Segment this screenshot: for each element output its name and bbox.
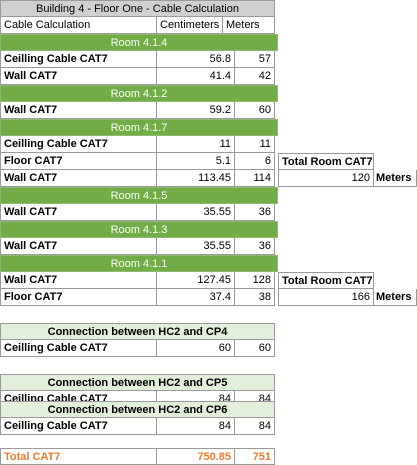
item-label: Wall CAT7	[0, 68, 157, 85]
centimeters-value: 35.55	[157, 204, 235, 221]
meters-value: 42	[235, 68, 275, 85]
meters-value: 11	[235, 136, 275, 153]
meters-value: 57	[235, 51, 275, 68]
centimeters-value: 56.8	[157, 51, 235, 68]
sheet-title: Building 4 - Floor One - Cable Calculati…	[0, 0, 275, 17]
table-row: Floor CAT7 5.1 6 Total Room CAT7	[0, 153, 417, 170]
total-room-unit: Meters	[374, 289, 417, 306]
meters-value: 128	[235, 272, 275, 289]
item-label: Wall CAT7	[0, 102, 157, 119]
item-label: Wall CAT7	[0, 170, 157, 187]
item-label: Ceilling Cable CAT7	[0, 51, 157, 68]
table-row: Ceilling Cable CAT7 11 11	[0, 136, 417, 153]
item-label: Wall CAT7	[0, 204, 157, 221]
connection-header-row: Connection between HC2 and CP6	[0, 401, 417, 418]
room-header-row: Room 4.1.1	[0, 255, 417, 272]
centimeters-value: 113.45	[157, 170, 235, 187]
meters-value: 114	[235, 170, 275, 187]
meters-value: 60	[235, 340, 275, 357]
room-header-row: Room 4.1.2	[0, 85, 417, 102]
centimeters-value: 59.2	[157, 102, 235, 119]
room-header: Room 4.1.5	[0, 187, 278, 204]
item-label: Ceilling Cable CAT7	[0, 340, 157, 357]
centimeters-value: 60	[157, 340, 235, 357]
grand-total-label: Total CAT7	[0, 448, 157, 465]
item-label: Wall CAT7	[0, 238, 157, 255]
connection-title: Connection between HC2 and CP5	[0, 374, 275, 391]
meters-value: 36	[235, 238, 275, 255]
centimeters-value: 11	[157, 136, 235, 153]
grand-total-centimeters: 750.85	[157, 448, 235, 465]
centimeters-value: 127.45	[157, 272, 235, 289]
table-row: Ceilling Cable CAT7 84 84	[0, 418, 417, 435]
header-cable-calculation: Cable Calculation	[0, 17, 157, 34]
total-room-value: 120	[278, 170, 374, 187]
centimeters-value: 35.55	[157, 238, 235, 255]
item-label: Ceilling Cable CAT7	[0, 418, 157, 435]
meters-value: 36	[235, 204, 275, 221]
connection-title: Connection between HC2 and CP4	[0, 323, 275, 340]
meters-value: 60	[235, 102, 275, 119]
table-row: Wall CAT7 41.4 42	[0, 68, 417, 85]
meters-value: 38	[235, 289, 275, 306]
item-label: Wall CAT7	[0, 272, 157, 289]
room-header-row: Room 4.1.7	[0, 119, 417, 136]
table-row: Wall CAT7 59.2 60	[0, 102, 417, 119]
room-header: Room 4.1.3	[0, 221, 278, 238]
room-header: Room 4.1.7	[0, 119, 278, 136]
connection-header-row: Connection between HC2 and CP4	[0, 323, 417, 340]
title-row: Building 4 - Floor One - Cable Calculati…	[0, 0, 417, 17]
centimeters-value: 84	[157, 418, 235, 435]
room-header-row: Room 4.1.5	[0, 187, 417, 204]
header-centimeters: Centimeters	[157, 17, 223, 34]
meters-value: 84	[235, 418, 275, 435]
total-room-unit: Meters	[374, 170, 417, 187]
meters-value: 6	[235, 153, 275, 170]
table-row: Wall CAT7 113.45 114 120 Meters	[0, 170, 417, 187]
header-meters: Meters	[223, 17, 275, 34]
item-label: Floor CAT7	[0, 153, 157, 170]
room-header: Room 4.1.2	[0, 85, 278, 102]
connection-header-row: Connection between HC2 and CP5	[0, 374, 417, 391]
table-row: Ceilling Cable CAT7 60 60	[0, 340, 417, 357]
centimeters-value: 41.4	[157, 68, 235, 85]
header-row: Cable Calculation Centimeters Meters	[0, 17, 417, 34]
table-row: Ceilling Cable CAT7 56.8 57	[0, 51, 417, 68]
room-header: Room 4.1.4	[0, 34, 278, 51]
total-room-label: Total Room CAT7	[278, 153, 374, 170]
grand-total-meters: 751	[235, 448, 275, 465]
centimeters-value: 37.4	[157, 289, 235, 306]
room-header-row: Room 4.1.4	[0, 34, 417, 51]
table-row: Wall CAT7 35.55 36	[0, 238, 417, 255]
item-label: Floor CAT7	[0, 289, 157, 306]
room-header-row: Room 4.1.3	[0, 221, 417, 238]
table-row: Wall CAT7 127.45 128 Total Room CAT7	[0, 272, 417, 289]
table-row: Wall CAT7 35.55 36	[0, 204, 417, 221]
item-label: Ceilling Cable CAT7	[0, 136, 157, 153]
total-room-value: 166	[278, 289, 374, 306]
connection-title: Connection between HC2 and CP6	[0, 401, 275, 418]
grand-total-row: Total CAT7 750.85 751	[0, 448, 417, 465]
table-row: Floor CAT7 37.4 38 166 Meters	[0, 289, 417, 306]
room-header: Room 4.1.1	[0, 255, 278, 272]
total-room-label: Total Room CAT7	[278, 272, 374, 289]
centimeters-value: 5.1	[157, 153, 235, 170]
